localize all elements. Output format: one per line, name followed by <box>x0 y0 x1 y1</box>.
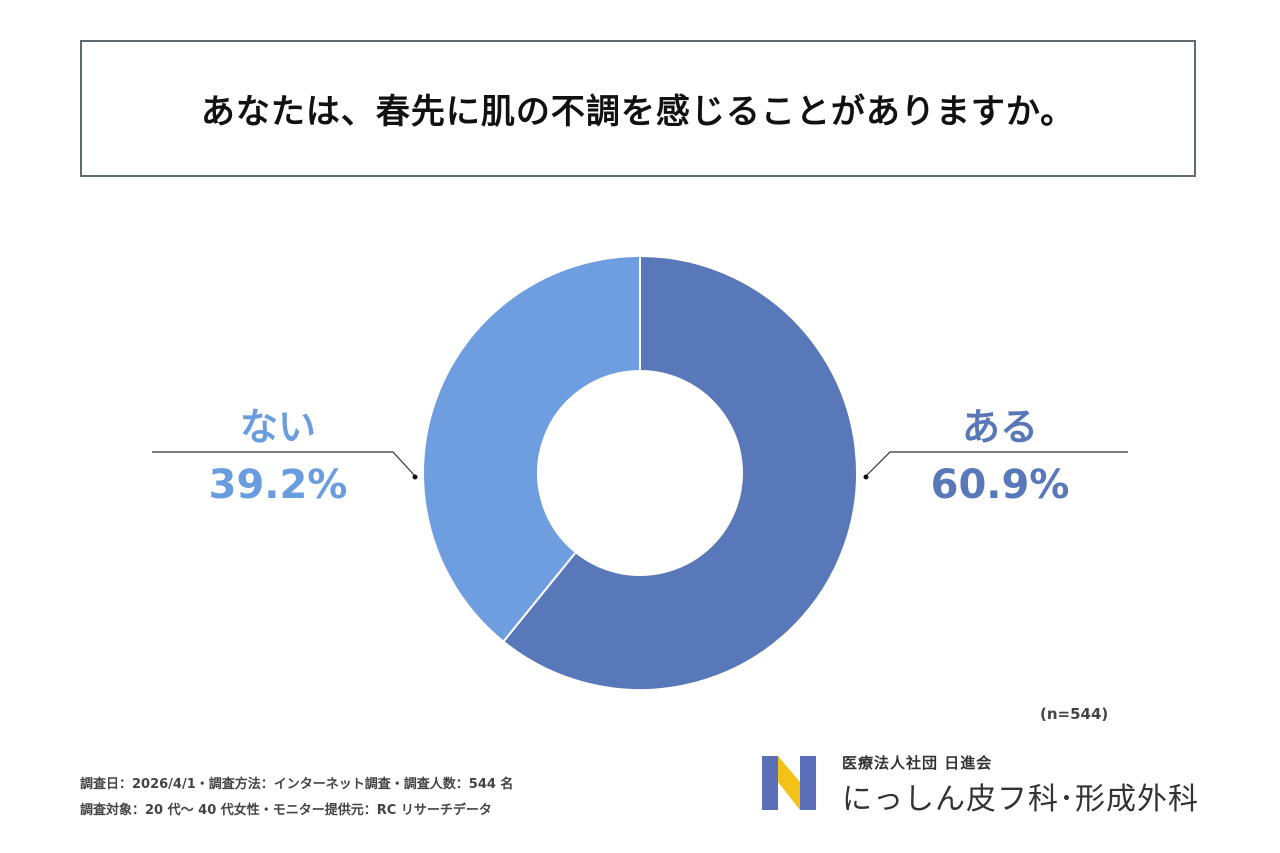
logo-name: にっしん皮フ科･形成外科 <box>842 782 1199 817</box>
slice-nai <box>422 254 641 643</box>
logo-org: 医療法人社団 日進会 <box>842 754 993 772</box>
logo-mark-icon <box>762 756 816 810</box>
value-aru: 60.9% <box>930 462 1070 508</box>
sample-size: (n=544) <box>1040 705 1109 723</box>
title-box: あなたは、春先に肌の不調を感じることがありますか。 <box>80 40 1196 177</box>
leader-dot-aru <box>863 474 869 480</box>
label-aru: ある <box>961 405 1038 449</box>
footnote-1: 調査日：2026/4/1・調査方法：インターネット調査・調査人数：544 名 <box>80 777 514 792</box>
leader-line-aru <box>865 451 1128 477</box>
slice-aru <box>501 254 858 691</box>
label-nai: ない <box>239 405 316 449</box>
chart-title: あなたは、春先に肌の不調を感じることがありますか。 <box>200 92 1076 132</box>
footnote-2: 調査対象：20 代～ 40 代女性・モニター提供元：RC リサーチデータ <box>80 803 492 818</box>
leader-line-nai <box>152 451 416 477</box>
clinic-logo: 医療法人社団 日進会 にっしん皮フ科･形成外科 <box>758 752 1218 822</box>
value-nai: 39.2% <box>208 462 348 508</box>
leader-dot-nai <box>412 474 418 480</box>
